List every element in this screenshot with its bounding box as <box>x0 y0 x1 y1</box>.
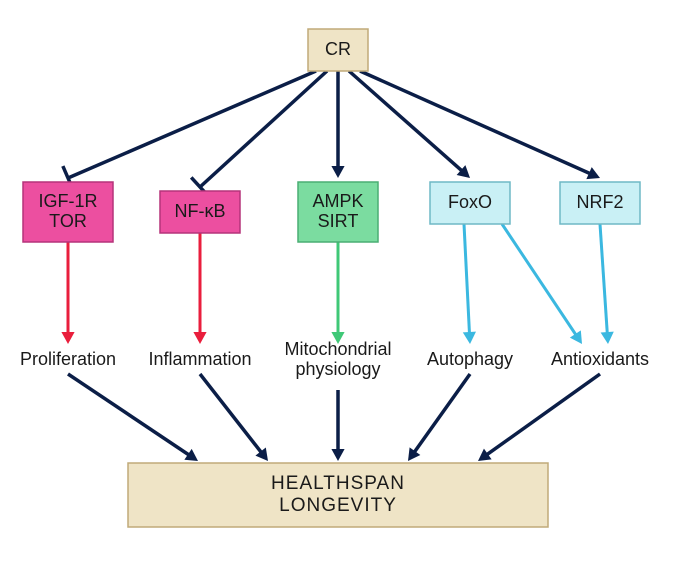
edge-mito-outcome <box>331 390 344 461</box>
node-cr: CR <box>308 29 368 71</box>
edge-autophagy-outcome <box>408 374 470 461</box>
node-mito-label-0: Mitochondrial <box>284 339 391 359</box>
node-ampk-label-0: AMPK <box>312 191 363 211</box>
node-outcome: HEALTHSPANLONGEVITY <box>128 463 548 527</box>
edge-cr-foxo <box>349 71 470 178</box>
node-nfkb-label-0: NF-κB <box>175 201 226 221</box>
edge-antioxidants-outcome <box>478 374 600 461</box>
edges <box>61 71 613 461</box>
node-antioxidants: Antioxidants <box>551 349 649 369</box>
node-foxo-label-0: FoxO <box>448 192 492 212</box>
edge-inflammation-outcome <box>200 374 268 461</box>
node-igf-label-1: TOR <box>49 211 87 231</box>
edge-cr-nrf2 <box>360 71 600 179</box>
edge-ampk-mito <box>331 242 344 344</box>
edge-foxo-autophagy <box>463 224 476 344</box>
edge-cr-igf <box>63 71 316 190</box>
edge-cr-ampk <box>331 71 344 178</box>
node-cr-label-0: CR <box>325 39 351 59</box>
edge-igf-proliferation <box>61 242 74 344</box>
node-proliferation-label-0: Proliferation <box>20 349 116 369</box>
node-mito-label-1: physiology <box>295 359 380 379</box>
node-ampk: AMPKSIRT <box>298 182 378 242</box>
node-foxo: FoxO <box>430 182 510 224</box>
node-outcome-label-0: HEALTHSPAN <box>271 473 405 494</box>
pathway-diagram: CR IGF-1RTOR NF-κB AMPKSIRT FoxO NRF2 Prolifer… <box>0 0 675 563</box>
node-igf-label-0: IGF-1R <box>38 191 97 211</box>
node-antioxidants-label-0: Antioxidants <box>551 349 649 369</box>
node-inflammation: Inflammation <box>148 349 251 369</box>
node-nrf2-label-0: NRF2 <box>576 192 623 212</box>
node-autophagy: Autophagy <box>427 349 513 369</box>
edge-cr-nfkb <box>191 71 327 197</box>
node-nfkb: NF-κB <box>160 191 240 233</box>
node-outcome-label-1: LONGEVITY <box>279 495 397 516</box>
node-mito: Mitochondrialphysiology <box>284 339 391 379</box>
node-proliferation: Proliferation <box>20 349 116 369</box>
node-ampk-label-1: SIRT <box>318 211 359 231</box>
node-igf: IGF-1RTOR <box>23 182 113 242</box>
node-inflammation-label-0: Inflammation <box>148 349 251 369</box>
edge-proliferation-outcome <box>68 374 198 461</box>
edge-foxo-antioxidants <box>502 224 582 344</box>
node-nrf2: NRF2 <box>560 182 640 224</box>
edge-nrf2-antioxidants <box>600 224 614 344</box>
node-autophagy-label-0: Autophagy <box>427 349 513 369</box>
edge-nfkb-inflammation <box>193 233 206 344</box>
